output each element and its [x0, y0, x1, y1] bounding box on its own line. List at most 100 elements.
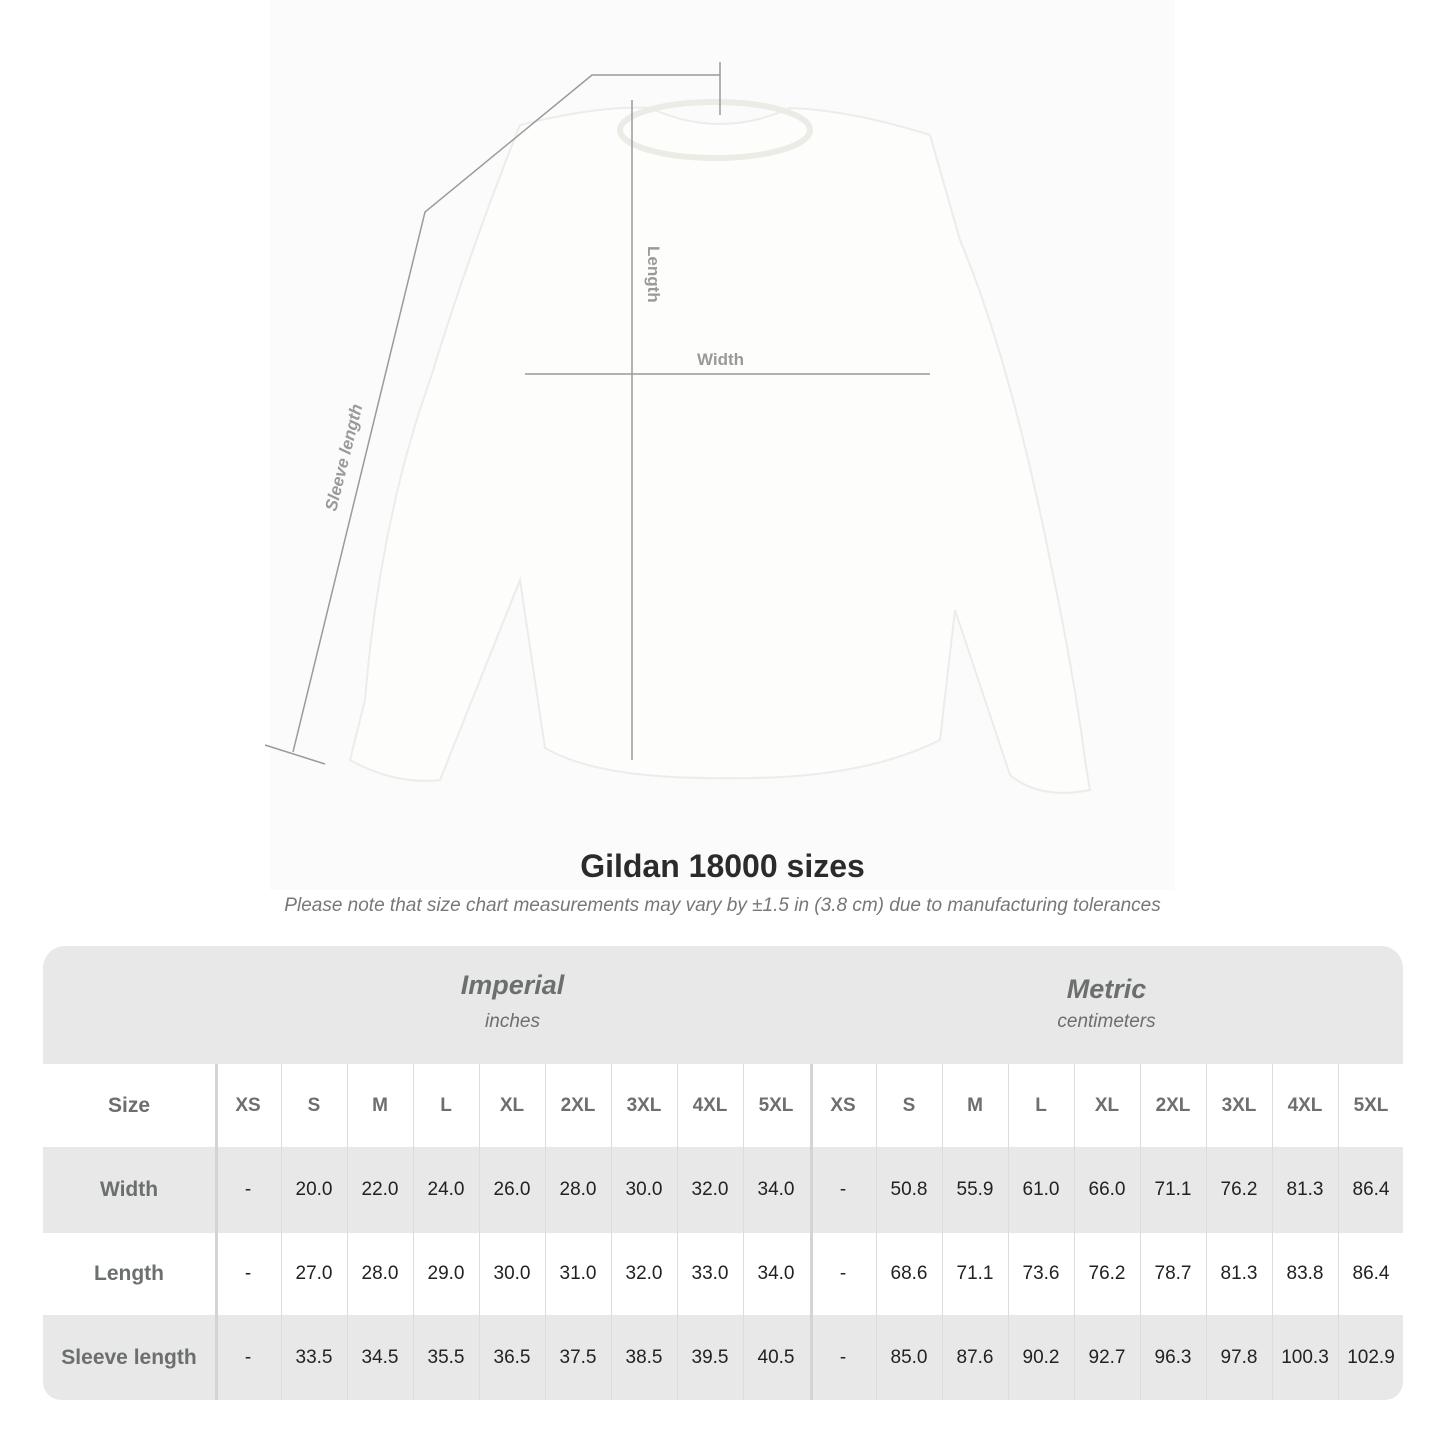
metric-value: -	[839, 1346, 847, 1368]
column-divider	[347, 1064, 348, 1400]
imperial-value: 26.0	[493, 1179, 531, 1200]
row-band	[43, 1147, 1403, 1233]
column-divider	[413, 1064, 414, 1400]
metric-value: -	[839, 1179, 847, 1200]
column-divider	[942, 1064, 943, 1400]
metric-value: 71.1	[956, 1263, 994, 1284]
metric-value: 86.4	[1352, 1263, 1390, 1284]
imperial-value: 31.0	[559, 1263, 597, 1284]
size-column-header: L	[1035, 1094, 1047, 1116]
size-column-header: M	[967, 1094, 983, 1116]
metric-value: 66.0	[1088, 1179, 1126, 1200]
metric-value: 71.1	[1154, 1179, 1192, 1200]
size-column-header: L	[440, 1094, 452, 1116]
metric-value: 86.4	[1352, 1179, 1390, 1200]
metric-heading: Metric	[1066, 974, 1147, 1004]
imperial-value: 35.5	[427, 1346, 465, 1368]
header-band	[43, 946, 1403, 1064]
sweatshirt-diagram: Length Width Sleeve length	[264, 62, 1092, 794]
row-label: Sleeve length	[61, 1345, 197, 1369]
column-divider	[545, 1064, 546, 1400]
column-divider	[810, 1064, 813, 1400]
column-divider	[1206, 1064, 1207, 1400]
size-column-header: M	[372, 1094, 388, 1116]
imperial-value: -	[244, 1263, 252, 1284]
sweatshirt-body	[348, 106, 1092, 794]
metric-value: 83.8	[1286, 1263, 1324, 1284]
imperial-value: -	[244, 1346, 252, 1368]
metric-value: 90.2	[1022, 1346, 1060, 1368]
size-column-header: XL	[499, 1094, 525, 1116]
column-divider	[1272, 1064, 1273, 1400]
metric-value: 55.9	[956, 1179, 994, 1200]
size-column-header: XS	[830, 1094, 856, 1116]
imperial-value: 28.0	[559, 1179, 597, 1200]
imperial-value: 20.0	[295, 1179, 333, 1200]
imperial-value: 36.5	[493, 1346, 531, 1368]
sleeve-length-label: Sleeve length	[321, 402, 366, 513]
size-column-header: 5XL	[1353, 1094, 1389, 1116]
tolerance-note: Please note that size chart measurements…	[284, 895, 1161, 916]
column-divider	[1074, 1064, 1075, 1400]
metric-value: 73.6	[1022, 1263, 1060, 1284]
size-header: Size	[107, 1093, 151, 1117]
metric-value: 50.8	[890, 1179, 928, 1200]
imperial-value: 39.5	[691, 1346, 729, 1368]
column-divider	[611, 1064, 612, 1400]
metric-value: 68.6	[890, 1263, 928, 1284]
metric-unit: centimeters	[1057, 1011, 1156, 1032]
size-column-header: 2XL	[1155, 1094, 1191, 1116]
imperial-value: 30.0	[493, 1263, 531, 1284]
metric-value: 96.3	[1154, 1346, 1192, 1368]
size-column-header: 3XL	[626, 1094, 662, 1116]
imperial-value: 27.0	[295, 1263, 333, 1284]
size-column-header: 2XL	[560, 1094, 596, 1116]
imperial-value: 32.0	[691, 1179, 729, 1200]
imperial-group: Imperial inches	[215, 970, 810, 1033]
imperial-value: 40.5	[757, 1346, 795, 1368]
metric-value: 81.3	[1286, 1179, 1324, 1200]
column-divider	[1140, 1064, 1141, 1400]
width-label: Width	[697, 350, 744, 369]
metric-value: 92.7	[1088, 1346, 1126, 1368]
length-label: Length	[644, 246, 663, 303]
size-table: Imperial inches Metric centimeters Size X…	[43, 946, 1403, 1400]
row-label: Width	[99, 1178, 159, 1201]
metric-value: 81.3	[1220, 1263, 1258, 1284]
size-column-header: 5XL	[758, 1094, 794, 1116]
metric-group: Metric centimeters	[810, 974, 1403, 1033]
metric-value: 78.7	[1154, 1263, 1192, 1284]
row-label: Length	[94, 1262, 164, 1285]
column-divider	[479, 1064, 480, 1400]
imperial-value: 37.5	[559, 1346, 597, 1368]
imperial-value: 34.0	[757, 1263, 795, 1284]
imperial-value: -	[244, 1179, 252, 1200]
size-column-header: 3XL	[1221, 1094, 1257, 1116]
size-column-header: XS	[235, 1094, 261, 1116]
imperial-value: 34.5	[361, 1346, 399, 1368]
imperial-value: 28.0	[361, 1263, 399, 1284]
imperial-value: 22.0	[361, 1179, 399, 1200]
metric-value: 100.3	[1281, 1346, 1329, 1368]
metric-value: 61.0	[1022, 1179, 1060, 1200]
imperial-unit: inches	[485, 1011, 540, 1032]
imperial-value: 30.0	[625, 1179, 663, 1200]
metric-value: 87.6	[956, 1346, 994, 1368]
size-column-header: XL	[1094, 1094, 1120, 1116]
column-divider	[1008, 1064, 1009, 1400]
row-band	[43, 1315, 1403, 1400]
metric-value: 85.0	[890, 1346, 928, 1368]
page-title: Gildan 18000 sizes	[580, 848, 865, 884]
size-column-header: 4XL	[1287, 1094, 1323, 1116]
imperial-value: 24.0	[427, 1179, 465, 1200]
size-column-header: S	[307, 1094, 321, 1116]
column-divider	[215, 1064, 218, 1400]
metric-value: 76.2	[1220, 1179, 1258, 1200]
size-column-header: 4XL	[692, 1094, 728, 1116]
imperial-value: 38.5	[625, 1346, 663, 1368]
imperial-value: 33.0	[691, 1263, 729, 1284]
metric-value: -	[839, 1263, 847, 1284]
imperial-value: 32.0	[625, 1263, 663, 1284]
metric-value: 76.2	[1088, 1263, 1126, 1284]
